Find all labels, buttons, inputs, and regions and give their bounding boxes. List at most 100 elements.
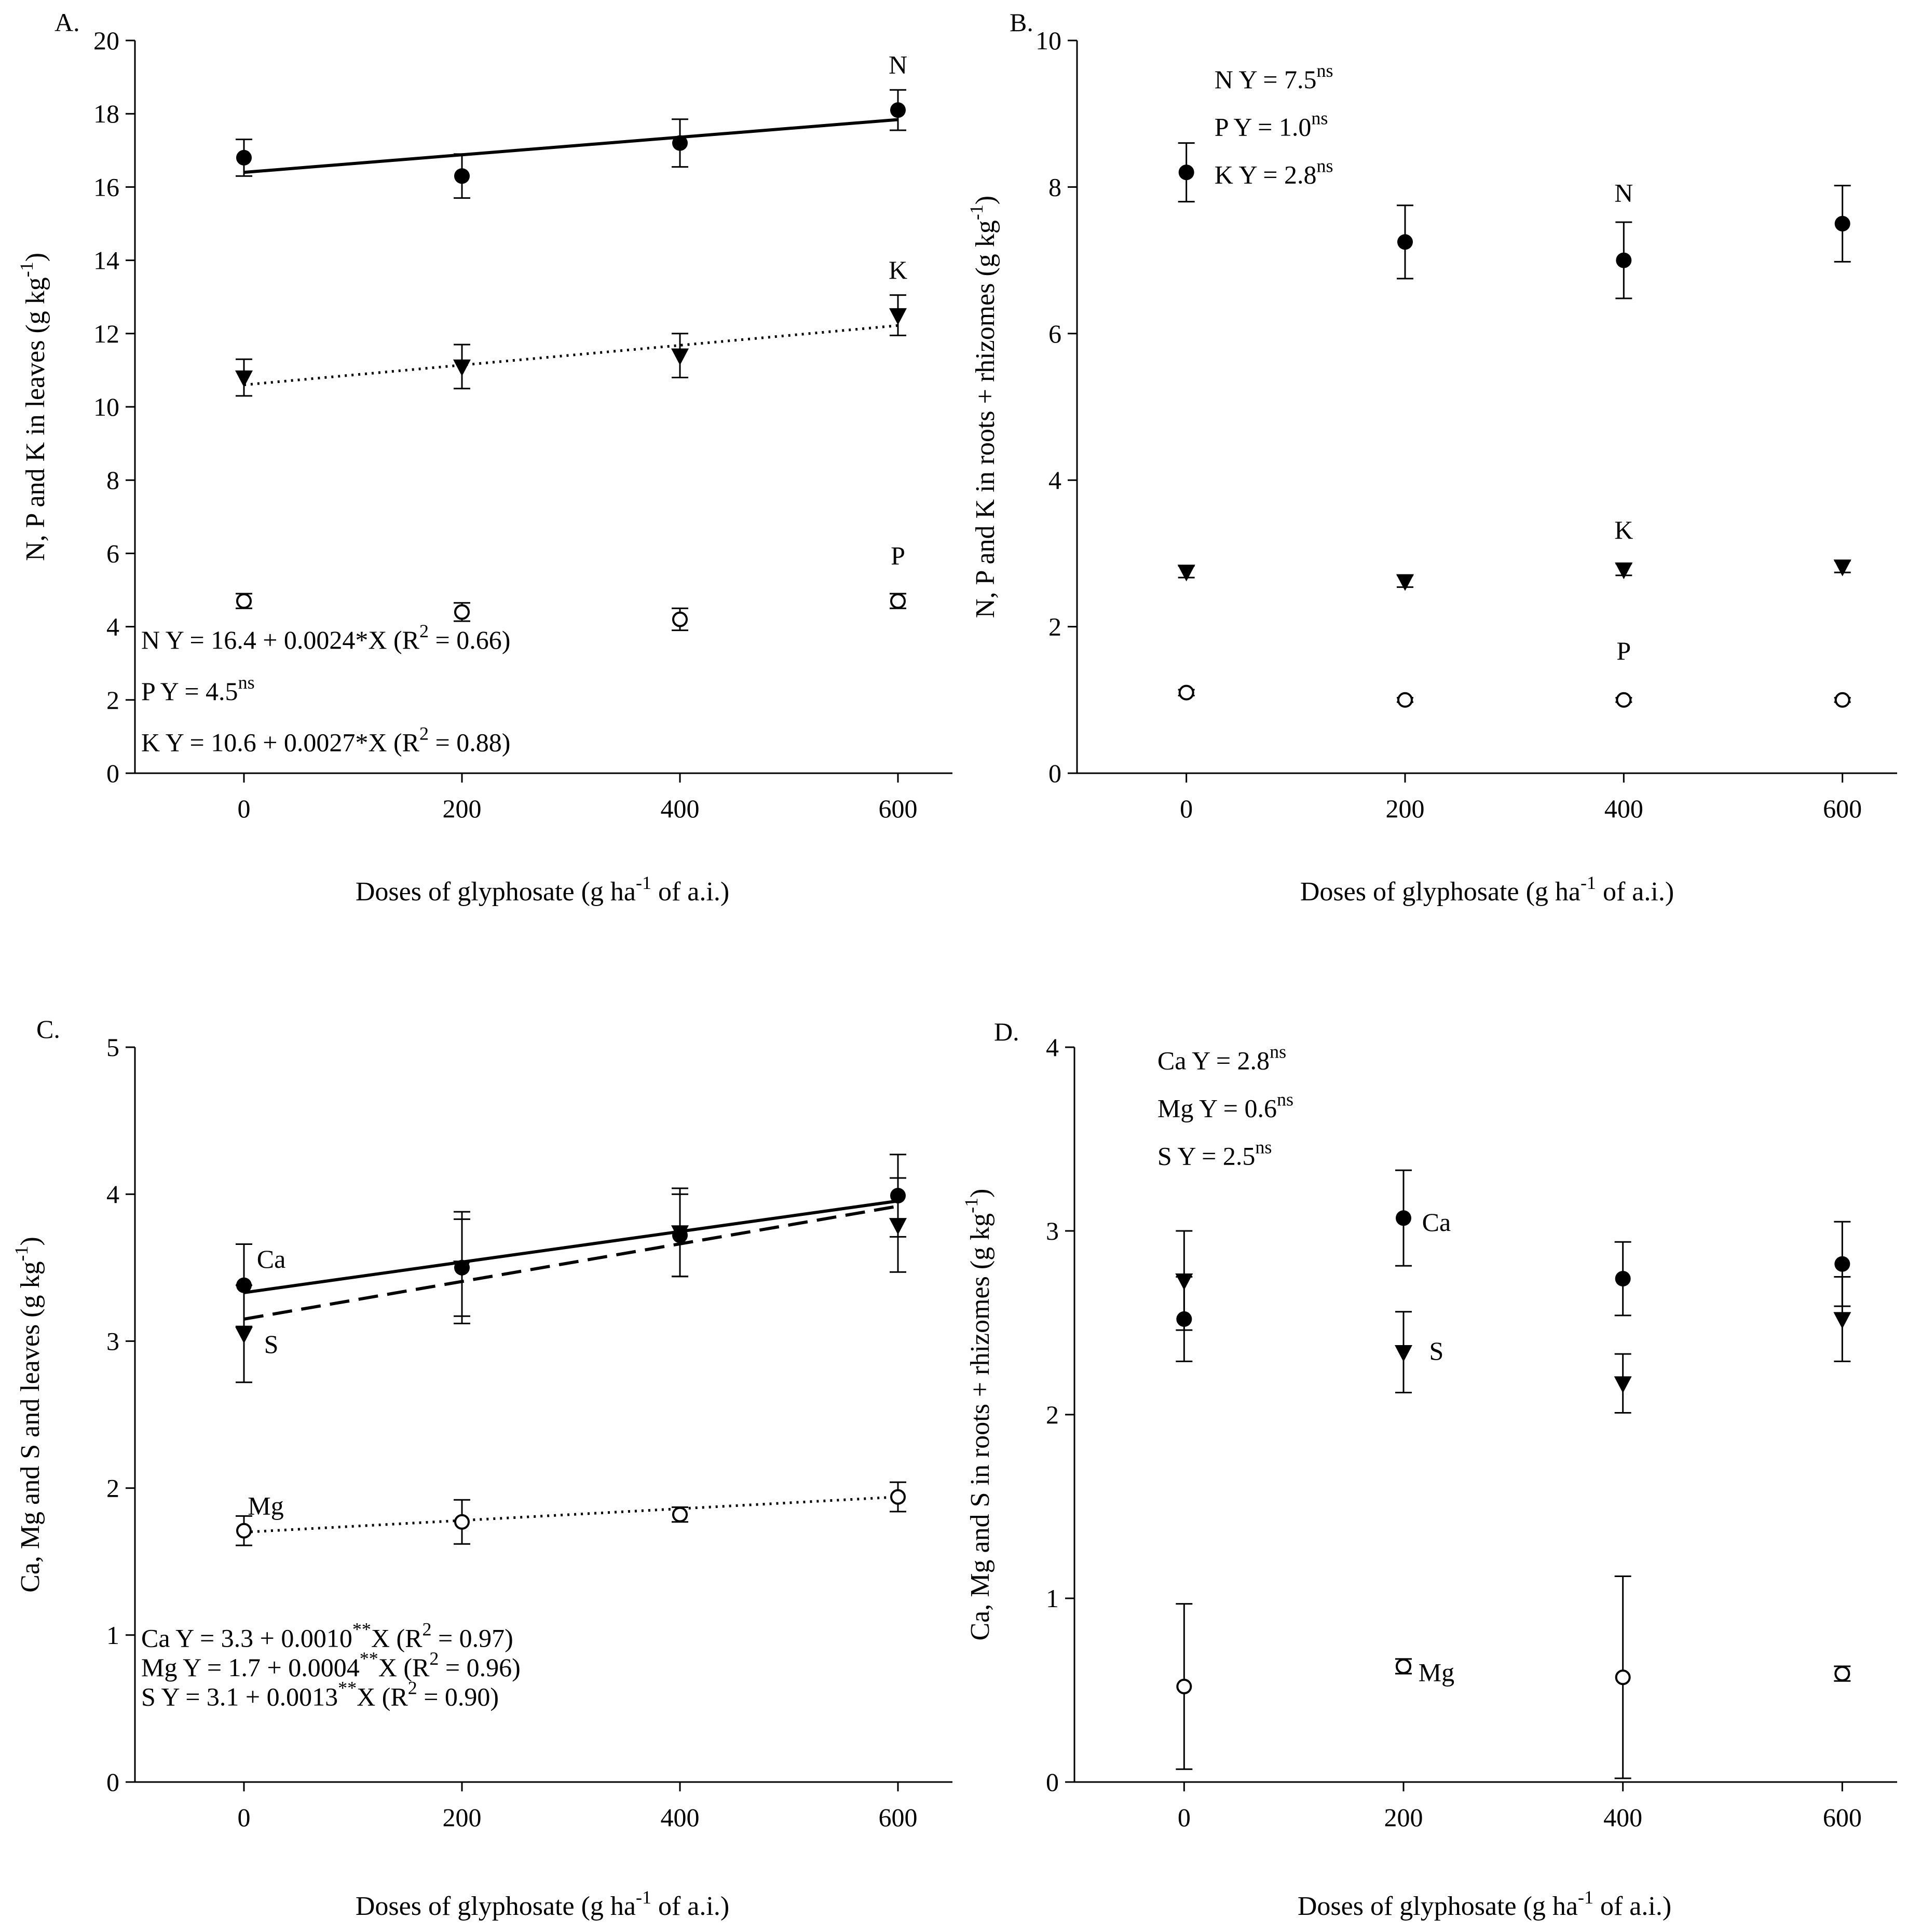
equation-annotation-part: X (R: [357, 1682, 408, 1711]
y-axis-label-part: ): [971, 196, 1000, 204]
equation-annotation: K Y = 2.8ns: [1215, 155, 1333, 189]
y-tick-label: 4: [1048, 465, 1061, 495]
point-P: [236, 593, 252, 609]
equation-annotation: P Y = 4.5ns: [141, 672, 255, 706]
y-axis-label-part: Ca, Mg and S and leaves (g kg: [16, 1262, 45, 1593]
y-axis-label-part: -1: [16, 262, 37, 277]
x-tick-label: 400: [661, 794, 700, 823]
y-tick-label: 0: [1048, 759, 1061, 788]
series-label-K: K: [1614, 515, 1633, 544]
series-label-Mg: Mg: [1419, 1657, 1454, 1687]
point-Mg: [1176, 1678, 1192, 1694]
point-Ca: [1615, 1271, 1631, 1287]
equation-annotation-part: P Y = 1.0: [1215, 113, 1312, 142]
point-S: [235, 1326, 253, 1344]
x-axis-label-part: of a.i.): [1593, 1892, 1671, 1921]
y-tick-label: 1: [106, 1621, 119, 1650]
y-tick-label: 6: [106, 539, 119, 568]
panel-letter: D.: [994, 1017, 1019, 1046]
series-label-S: S: [1429, 1336, 1443, 1365]
y-axis-label: Ca, Mg and S in roots + rhizomes (g kg-1…: [961, 1188, 995, 1640]
y-tick-label: 5: [106, 1033, 119, 1062]
equation-annotation-part: Ca Y = 3.3 + 0.0010: [141, 1623, 352, 1652]
y-tick-label: 10: [93, 392, 119, 421]
equation-annotation: N Y = 16.4 + 0.0024*X (R2 = 0.66): [141, 621, 510, 654]
y-tick-label: 18: [93, 99, 119, 128]
y-tick-label: 0: [106, 1767, 119, 1797]
equation-annotation-part: ns: [1317, 155, 1333, 176]
series-label-N: N: [1614, 179, 1633, 208]
x-axis-label-part: Doses of glyphosate (g ha: [1298, 1892, 1578, 1921]
equation-annotation-part: K Y = 2.8: [1215, 160, 1317, 189]
x-tick-label: 200: [443, 1803, 482, 1832]
x-tick-label: 0: [238, 1803, 251, 1832]
point-P: [672, 611, 688, 627]
panel-letter: C.: [36, 1015, 60, 1044]
y-tick-label: 12: [93, 319, 119, 348]
x-tick-label: 200: [1384, 1803, 1423, 1832]
x-tick-label: 400: [1603, 1803, 1642, 1832]
point-P: [1397, 692, 1413, 708]
y-tick-label: 3: [1046, 1216, 1059, 1245]
series-label-Mg: Mg: [248, 1491, 283, 1520]
y-tick-label: 4: [106, 1180, 119, 1209]
equation-annotation-part: Mg Y = 1.7 + 0.0004: [141, 1653, 360, 1682]
point-N: [1178, 165, 1194, 181]
y-axis-label-part: N, P and K in leaves (g kg: [21, 277, 50, 561]
point-N: [1834, 216, 1850, 231]
equation-annotation: Mg Y = 1.7 + 0.0004**X (R2 = 0.96): [141, 1648, 521, 1682]
point-Ca: [1834, 1256, 1850, 1272]
fit-line-Mg: [243, 1496, 898, 1534]
equation-annotation-part: S Y = 3.1 + 0.0013: [141, 1682, 338, 1711]
equation-annotation: K Y = 10.6 + 0.0027*X (R2 = 0.88): [141, 723, 510, 757]
y-tick-label: 4: [106, 612, 119, 641]
equation-annotation: Mg Y = 0.6ns: [1157, 1089, 1293, 1123]
point-K: [889, 308, 907, 325]
equation-annotation: P Y = 1.0ns: [1215, 108, 1328, 142]
point-Mg: [672, 1506, 688, 1523]
fit-line-N: [243, 118, 898, 174]
y-tick-label: 8: [106, 465, 119, 495]
y-axis-label-part: Ca, Mg and S in roots + rhizomes (g kg: [965, 1213, 995, 1641]
equation-annotation-part: = 0.90): [417, 1682, 499, 1711]
y-axis-label-part: ): [21, 253, 50, 262]
y-axis-label-part: ): [16, 1237, 45, 1245]
series-label-P: P: [891, 541, 905, 570]
point-K: [1615, 562, 1633, 580]
equation-annotation-part: X (R: [378, 1653, 430, 1682]
equation-annotation-part: 2: [419, 723, 429, 744]
x-axis-label: Doses of glyphosate (g ha-1 of a.i.): [356, 872, 729, 907]
panel-D-ca-mg-s-roots: D. 0 1 2 3 4 0 200 400 600 Doses of glyphosate (g …: [961, 1017, 1897, 1921]
point-S: [453, 1260, 471, 1278]
equation-annotation-part: = 0.97): [431, 1623, 513, 1652]
equation-annotation-part: X (R: [371, 1623, 423, 1652]
equation-annotation: S Y = 2.5ns: [1157, 1137, 1272, 1171]
equation-annotation-part: Ca Y = 2.8: [1157, 1046, 1270, 1075]
y-axis-label-part: -1: [966, 204, 987, 220]
panel-C-ca-mg-s-leaves: C. 0 1 2 3 4 5 0 200 400 600 Doses of glyphosate (g…: [11, 1015, 952, 1921]
equation-annotation-part: S Y = 2.5: [1157, 1142, 1255, 1171]
equation-annotation-part: N Y = 7.5: [1215, 65, 1317, 94]
equation-annotation-part: ns: [1311, 108, 1328, 129]
equation-annotation-part: 2: [422, 1619, 431, 1639]
y-axis-label-part: -1: [11, 1246, 32, 1262]
point-S: [1833, 1312, 1851, 1329]
x-axis-label-part: Doses of glyphosate (g ha: [1300, 877, 1581, 907]
series-label-Ca: Ca: [1422, 1208, 1451, 1237]
y-tick-label: 3: [106, 1326, 119, 1355]
equation-annotation-part: ns: [1270, 1041, 1286, 1062]
x-axis-label-part: -1: [1578, 1887, 1593, 1908]
point-P: [1834, 692, 1850, 708]
point-P: [1616, 692, 1632, 708]
equation-annotation-part: **: [352, 1619, 371, 1639]
y-axis-label: N, P and K in roots + rhizomes (g kg-1): [966, 196, 1000, 618]
equation-annotation-part: = 0.96): [439, 1653, 520, 1682]
point-N: [1616, 252, 1632, 268]
x-tick-label: 0: [238, 794, 251, 823]
series-label-S: S: [264, 1330, 279, 1359]
fit-line-K: [243, 324, 898, 387]
y-axis-label: N, P and K in leaves (g kg-1): [16, 253, 50, 561]
y-tick-label: 8: [1048, 172, 1061, 201]
y-tick-label: 14: [93, 246, 119, 275]
